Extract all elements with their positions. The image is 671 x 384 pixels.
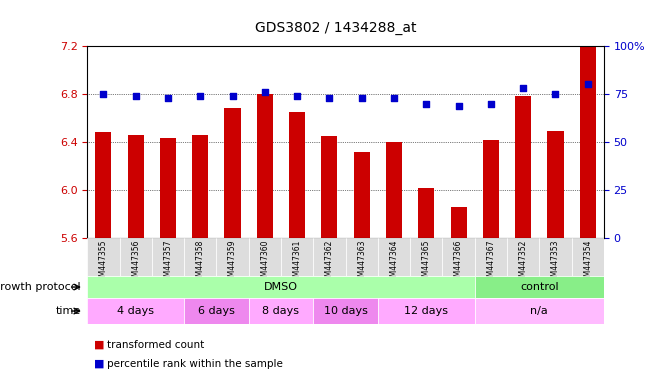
Text: percentile rank within the sample: percentile rank within the sample — [107, 359, 283, 369]
Text: GSM447358: GSM447358 — [196, 240, 205, 286]
FancyBboxPatch shape — [539, 238, 572, 276]
Text: GSM447363: GSM447363 — [357, 240, 366, 286]
Point — [356, 95, 367, 101]
FancyBboxPatch shape — [249, 298, 313, 324]
Point — [292, 93, 303, 99]
Bar — [483, 140, 499, 238]
Text: GSM447364: GSM447364 — [389, 240, 399, 286]
FancyBboxPatch shape — [572, 238, 604, 276]
FancyBboxPatch shape — [346, 238, 378, 276]
Text: 12 days: 12 days — [405, 306, 448, 316]
Bar — [289, 112, 305, 238]
FancyBboxPatch shape — [475, 298, 604, 324]
Text: GSM447360: GSM447360 — [260, 240, 269, 286]
Text: GSM447352: GSM447352 — [519, 240, 527, 286]
Point — [550, 91, 561, 97]
FancyBboxPatch shape — [475, 238, 507, 276]
Text: 4 days: 4 days — [117, 306, 154, 316]
Bar — [160, 139, 176, 238]
Text: transformed count: transformed count — [107, 340, 205, 350]
Text: 8 days: 8 days — [262, 306, 299, 316]
Point — [518, 85, 529, 91]
Text: growth protocol: growth protocol — [0, 282, 81, 292]
FancyBboxPatch shape — [475, 276, 604, 298]
Text: GDS3802 / 1434288_at: GDS3802 / 1434288_at — [255, 21, 416, 35]
Text: GSM447367: GSM447367 — [486, 240, 495, 286]
Text: 10 days: 10 days — [323, 306, 368, 316]
Bar — [418, 188, 434, 238]
Text: ■: ■ — [94, 359, 105, 369]
Bar — [450, 207, 466, 238]
Bar — [515, 96, 531, 238]
FancyBboxPatch shape — [87, 298, 184, 324]
Bar — [386, 142, 402, 238]
Text: GSM447356: GSM447356 — [131, 240, 140, 286]
Text: GSM447361: GSM447361 — [293, 240, 302, 286]
Bar — [192, 135, 208, 238]
FancyBboxPatch shape — [378, 298, 475, 324]
Bar — [225, 108, 241, 238]
Text: control: control — [520, 282, 559, 292]
Point — [582, 81, 593, 88]
FancyBboxPatch shape — [313, 238, 346, 276]
FancyBboxPatch shape — [87, 276, 475, 298]
Bar — [321, 136, 338, 238]
FancyBboxPatch shape — [281, 238, 313, 276]
Text: DMSO: DMSO — [264, 282, 298, 292]
Point — [421, 101, 431, 107]
Bar — [95, 132, 111, 238]
Bar — [257, 94, 273, 238]
Point — [260, 89, 270, 95]
Point — [98, 91, 109, 97]
Point — [486, 101, 497, 107]
Text: GSM447359: GSM447359 — [228, 240, 237, 286]
FancyBboxPatch shape — [87, 238, 119, 276]
Point — [130, 93, 141, 99]
Bar — [580, 46, 596, 238]
Point — [227, 93, 238, 99]
FancyBboxPatch shape — [378, 238, 410, 276]
Text: GSM447353: GSM447353 — [551, 240, 560, 286]
FancyBboxPatch shape — [184, 298, 249, 324]
FancyBboxPatch shape — [152, 238, 184, 276]
Point — [162, 95, 173, 101]
FancyBboxPatch shape — [507, 238, 539, 276]
Text: GSM447365: GSM447365 — [422, 240, 431, 286]
Text: GSM447355: GSM447355 — [99, 240, 108, 286]
FancyBboxPatch shape — [119, 238, 152, 276]
FancyBboxPatch shape — [442, 238, 475, 276]
Bar — [548, 131, 564, 238]
Point — [453, 103, 464, 109]
Text: GSM447354: GSM447354 — [583, 240, 592, 286]
Text: time: time — [55, 306, 81, 316]
Text: 6 days: 6 days — [198, 306, 235, 316]
FancyBboxPatch shape — [313, 298, 378, 324]
Text: GSM447366: GSM447366 — [454, 240, 463, 286]
Bar — [354, 152, 370, 238]
Text: GSM447362: GSM447362 — [325, 240, 334, 286]
FancyBboxPatch shape — [184, 238, 216, 276]
FancyBboxPatch shape — [249, 238, 281, 276]
Bar — [127, 135, 144, 238]
Text: n/a: n/a — [531, 306, 548, 316]
Point — [389, 95, 399, 101]
FancyBboxPatch shape — [410, 238, 442, 276]
FancyBboxPatch shape — [216, 238, 249, 276]
Text: GSM447357: GSM447357 — [164, 240, 172, 286]
Point — [324, 95, 335, 101]
Text: ■: ■ — [94, 340, 105, 350]
Point — [195, 93, 205, 99]
